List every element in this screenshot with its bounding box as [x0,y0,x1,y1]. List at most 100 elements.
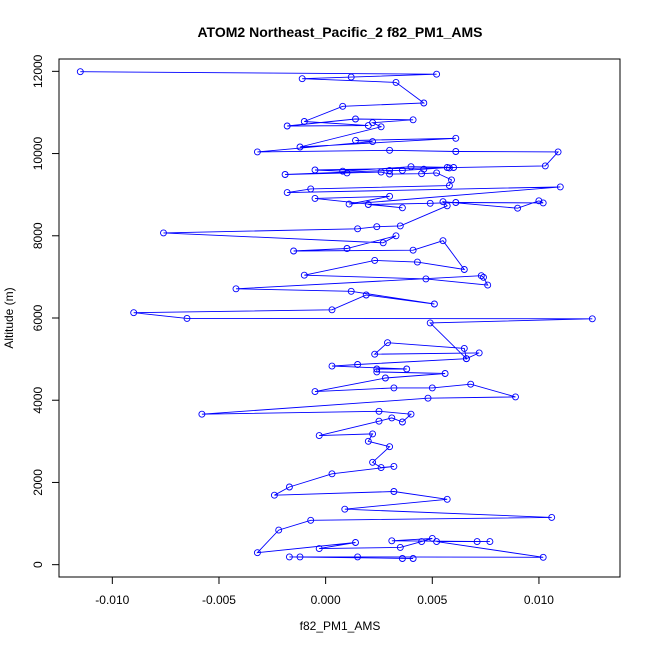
data-point [484,281,492,289]
data-point [183,314,191,322]
data-point [285,553,293,561]
data-point [475,349,483,357]
data-point [420,165,428,173]
data-point [480,273,487,281]
data-point [539,199,547,207]
data-point [352,115,359,123]
data-point [452,148,460,155]
data-point [311,166,319,174]
data-point [328,362,336,370]
data-point [413,258,421,266]
data-point [347,73,355,81]
data-point [76,68,84,76]
data-point [354,361,362,368]
data-point [388,537,396,545]
data-point [452,199,460,206]
data-point [535,197,543,205]
data-point [390,384,398,392]
y-tick-label: 6000 [31,304,45,331]
data-point [428,534,436,542]
data-point [347,287,355,295]
data-point [409,246,417,254]
data-point [443,202,451,210]
data-point [390,488,398,495]
data-point [398,204,406,212]
data-point [373,365,381,373]
data-point [354,225,362,233]
data-point [486,538,494,546]
data-point [398,418,406,426]
data-point [377,464,385,472]
data-point [448,176,455,184]
data-point [300,271,308,279]
data-point [328,470,336,478]
data-point [556,183,564,191]
x-tick-label: 0.005 [417,593,447,607]
y-tick-label: 10000 [31,137,45,171]
data-point [548,513,556,521]
data-point [232,285,240,293]
data-point [198,410,206,418]
data-point [403,365,411,373]
data-point [588,315,596,323]
data-point [160,229,167,237]
data-point [371,256,379,264]
x-tick-label: -0.010 [95,593,129,607]
data-point [364,201,372,208]
data-point [377,123,385,131]
data-point [270,491,278,499]
data-point [467,380,475,388]
data-point [253,148,261,156]
data-point [369,458,377,466]
data-point [328,306,336,314]
data-point [439,198,447,206]
series-line [80,71,593,559]
y-axis-label: Altitude (m) [2,287,16,348]
data-point [407,410,415,418]
data-point [445,164,453,172]
y-tick-label: 0 [31,561,45,568]
data-point [388,414,396,422]
data-point [462,355,470,363]
data-point [420,99,428,107]
data-point [296,143,304,151]
data-point [298,75,306,83]
data-point [386,443,394,451]
data-point [379,239,387,247]
data-point [341,505,349,513]
data-point [426,199,434,207]
data-point [477,272,485,280]
data-point [352,539,359,546]
data-point [352,136,359,144]
data-point [512,393,519,401]
data-point [290,247,298,255]
data-point [418,170,426,178]
data-point [307,516,315,524]
data-point [439,237,447,245]
data-point [377,168,385,176]
data-point [364,437,372,445]
data-point [339,167,347,175]
data-point [424,394,432,402]
data-point [392,232,400,240]
data-point [554,148,562,156]
chart-title: ATOM2 Northeast_Pacific_2 f82_PM1_AMS [197,24,482,40]
data-point [371,350,379,358]
x-axis: -0.010 -0.005 0.000 0.005 0.010 [95,576,554,607]
data-point [315,545,323,553]
data-point [369,138,377,146]
data-point [433,538,441,546]
data-point [311,388,319,396]
data-point [373,368,381,376]
data-point [384,339,391,347]
data-point [426,319,434,327]
data-point [450,164,458,171]
x-tick-label: 0.000 [311,593,341,607]
data-point [300,118,308,125]
x-tick-label: -0.005 [202,593,236,607]
y-tick-label: 12000 [31,54,45,88]
data-point [315,432,323,440]
y-tick-label: 8000 [31,222,45,249]
data-point [418,538,426,546]
data-point [362,291,370,299]
